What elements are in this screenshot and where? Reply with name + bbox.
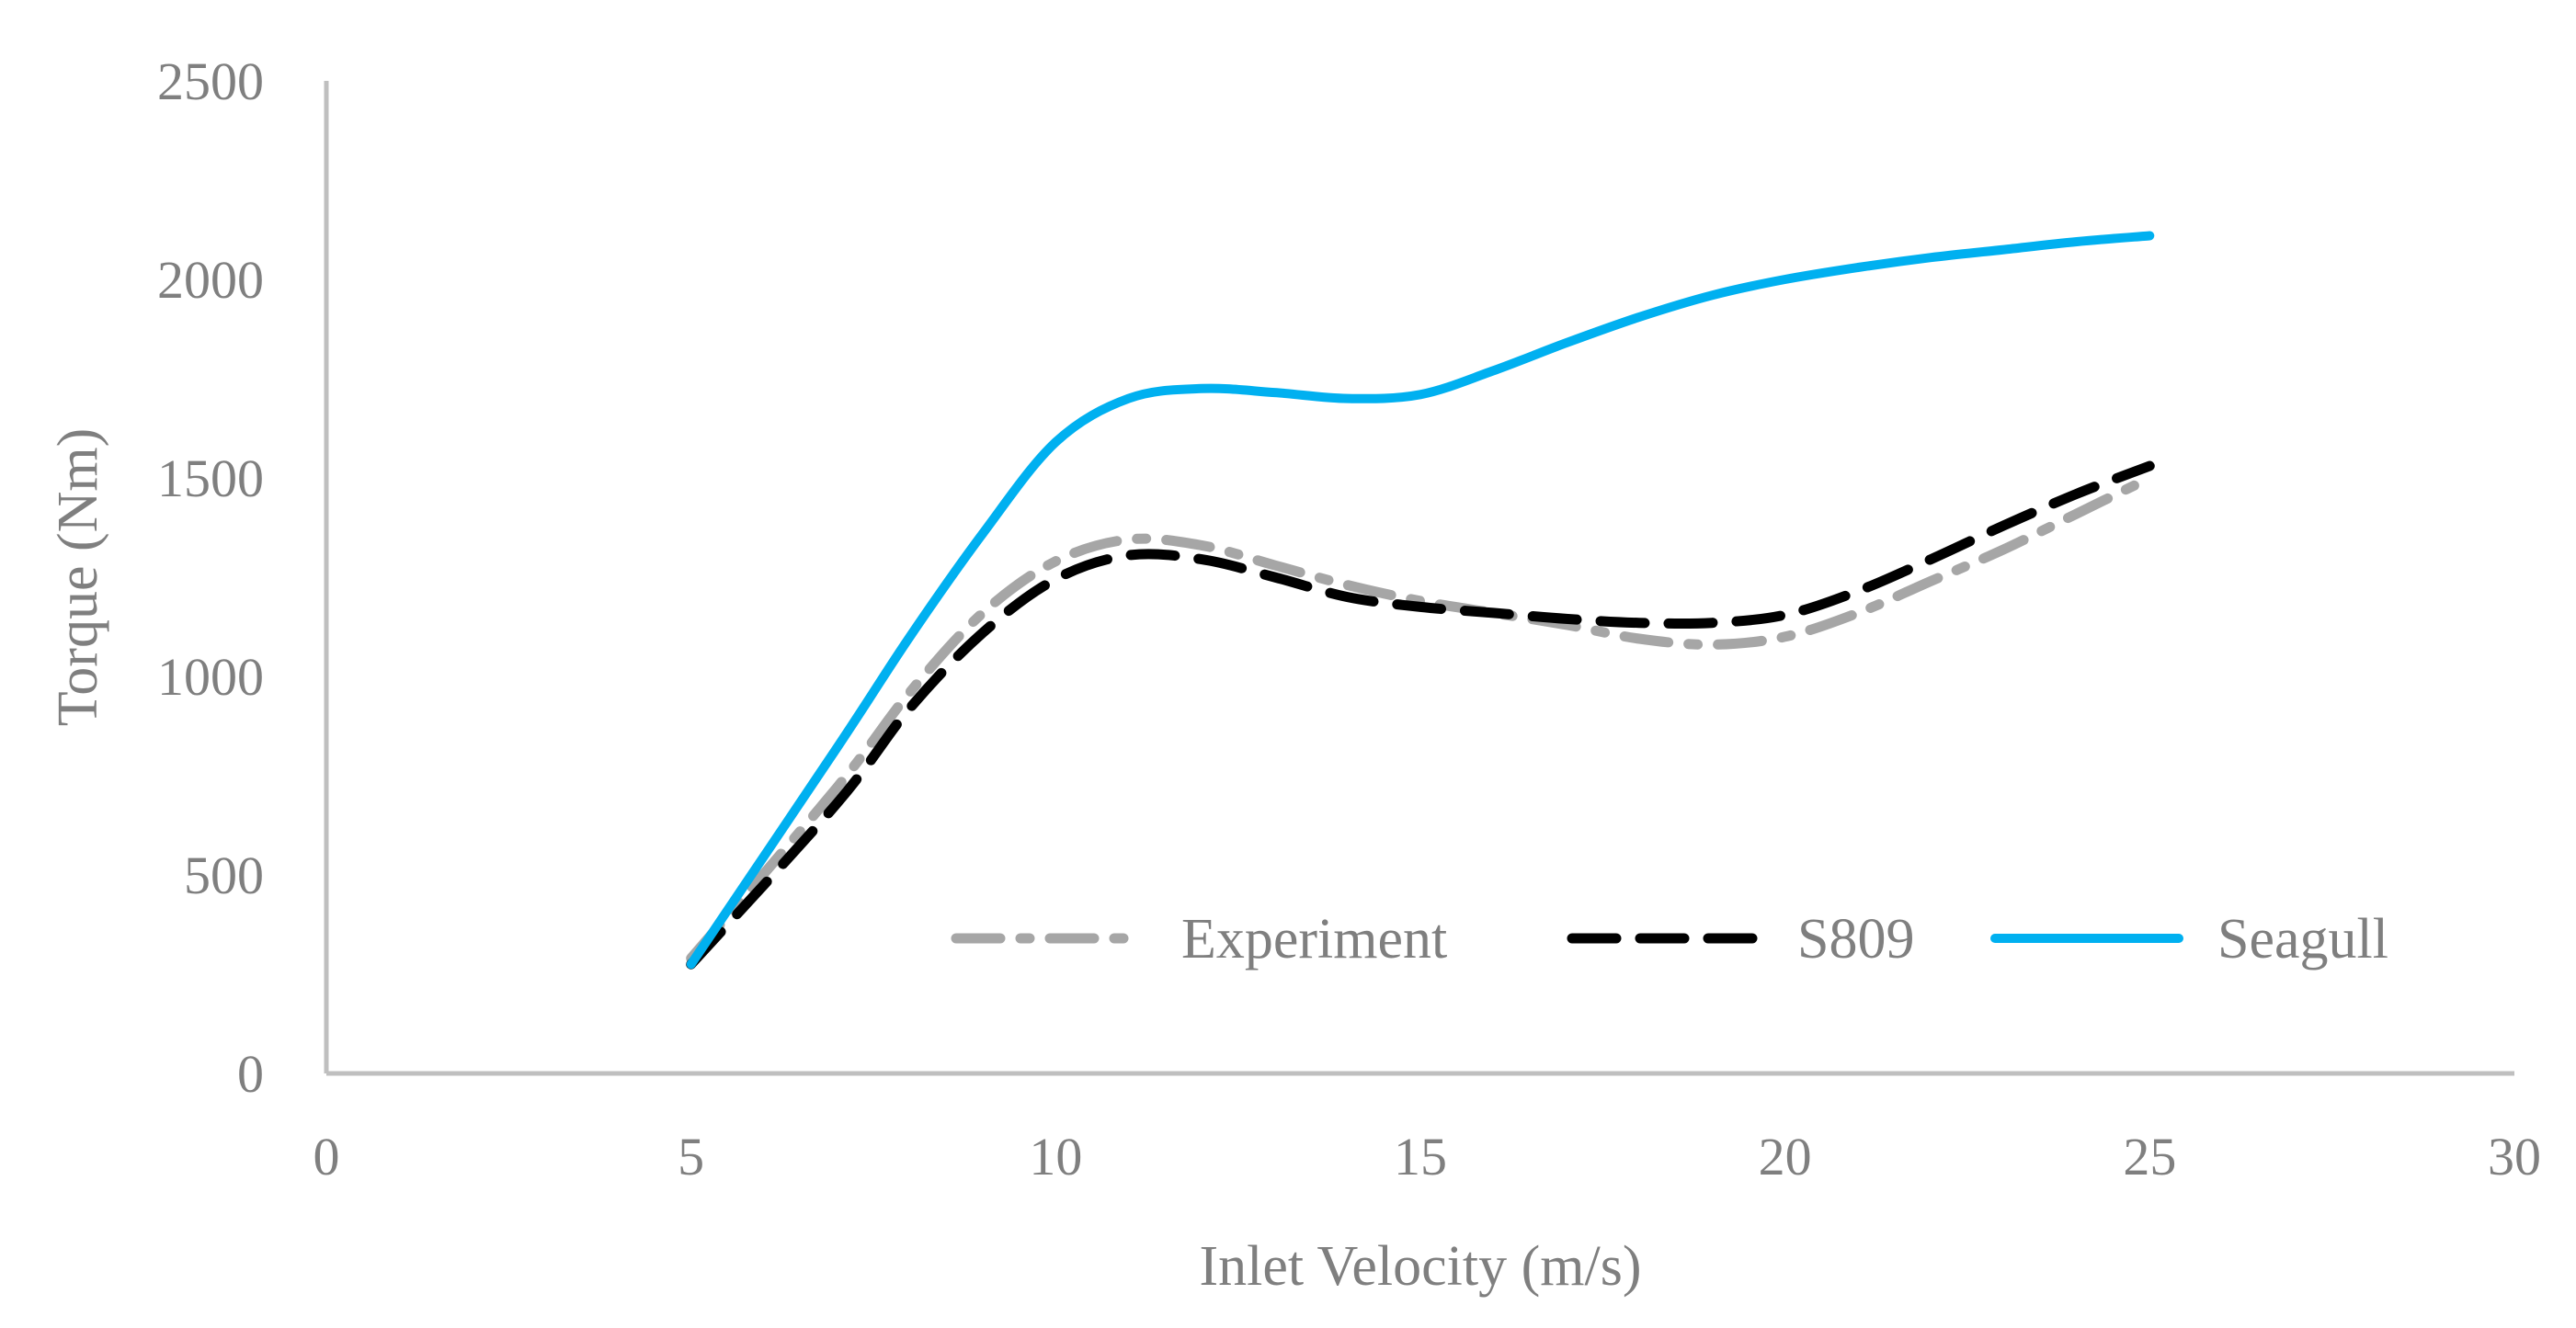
- series-line-s809: [686, 460, 2155, 970]
- x-tick-label: 20: [1759, 1127, 1812, 1186]
- x-tick-label: 0: [313, 1127, 340, 1186]
- legend-label-experiment: Experiment: [1181, 908, 1447, 970]
- x-tick-labels: 0 5 10 15 20 25 30: [313, 1127, 2542, 1186]
- series-line-experiment: [686, 472, 2155, 964]
- y-tick-labels: 0 500 1000 1500 2000 2500: [157, 51, 264, 1104]
- x-tick-label: 5: [678, 1127, 704, 1186]
- y-tick-label: 1000: [157, 647, 264, 707]
- y-axis-title: Torque (Nm): [47, 428, 109, 727]
- y-tick-label: 500: [184, 846, 264, 905]
- x-tick-label: 10: [1029, 1127, 1082, 1186]
- x-tick-label: 30: [2488, 1127, 2541, 1186]
- x-axis-title: Inlet Velocity (m/s): [1200, 1235, 1642, 1298]
- y-tick-label: 2500: [157, 51, 264, 111]
- legend-label-seagull: Seagull: [2217, 908, 2388, 970]
- series-line-seagull: [686, 231, 2155, 970]
- x-tick-label: 25: [2123, 1127, 2176, 1186]
- legend-label-s809: S809: [1797, 908, 1914, 970]
- x-tick-label: 15: [1394, 1127, 1447, 1186]
- y-tick-label: 2000: [157, 250, 264, 310]
- y-tick-label: 1500: [157, 448, 264, 508]
- y-tick-label: 0: [237, 1044, 264, 1104]
- legend: Experiment S809 Seagull: [951, 908, 2388, 970]
- series-layer: [686, 231, 2155, 970]
- axes-layer: [324, 81, 2514, 1076]
